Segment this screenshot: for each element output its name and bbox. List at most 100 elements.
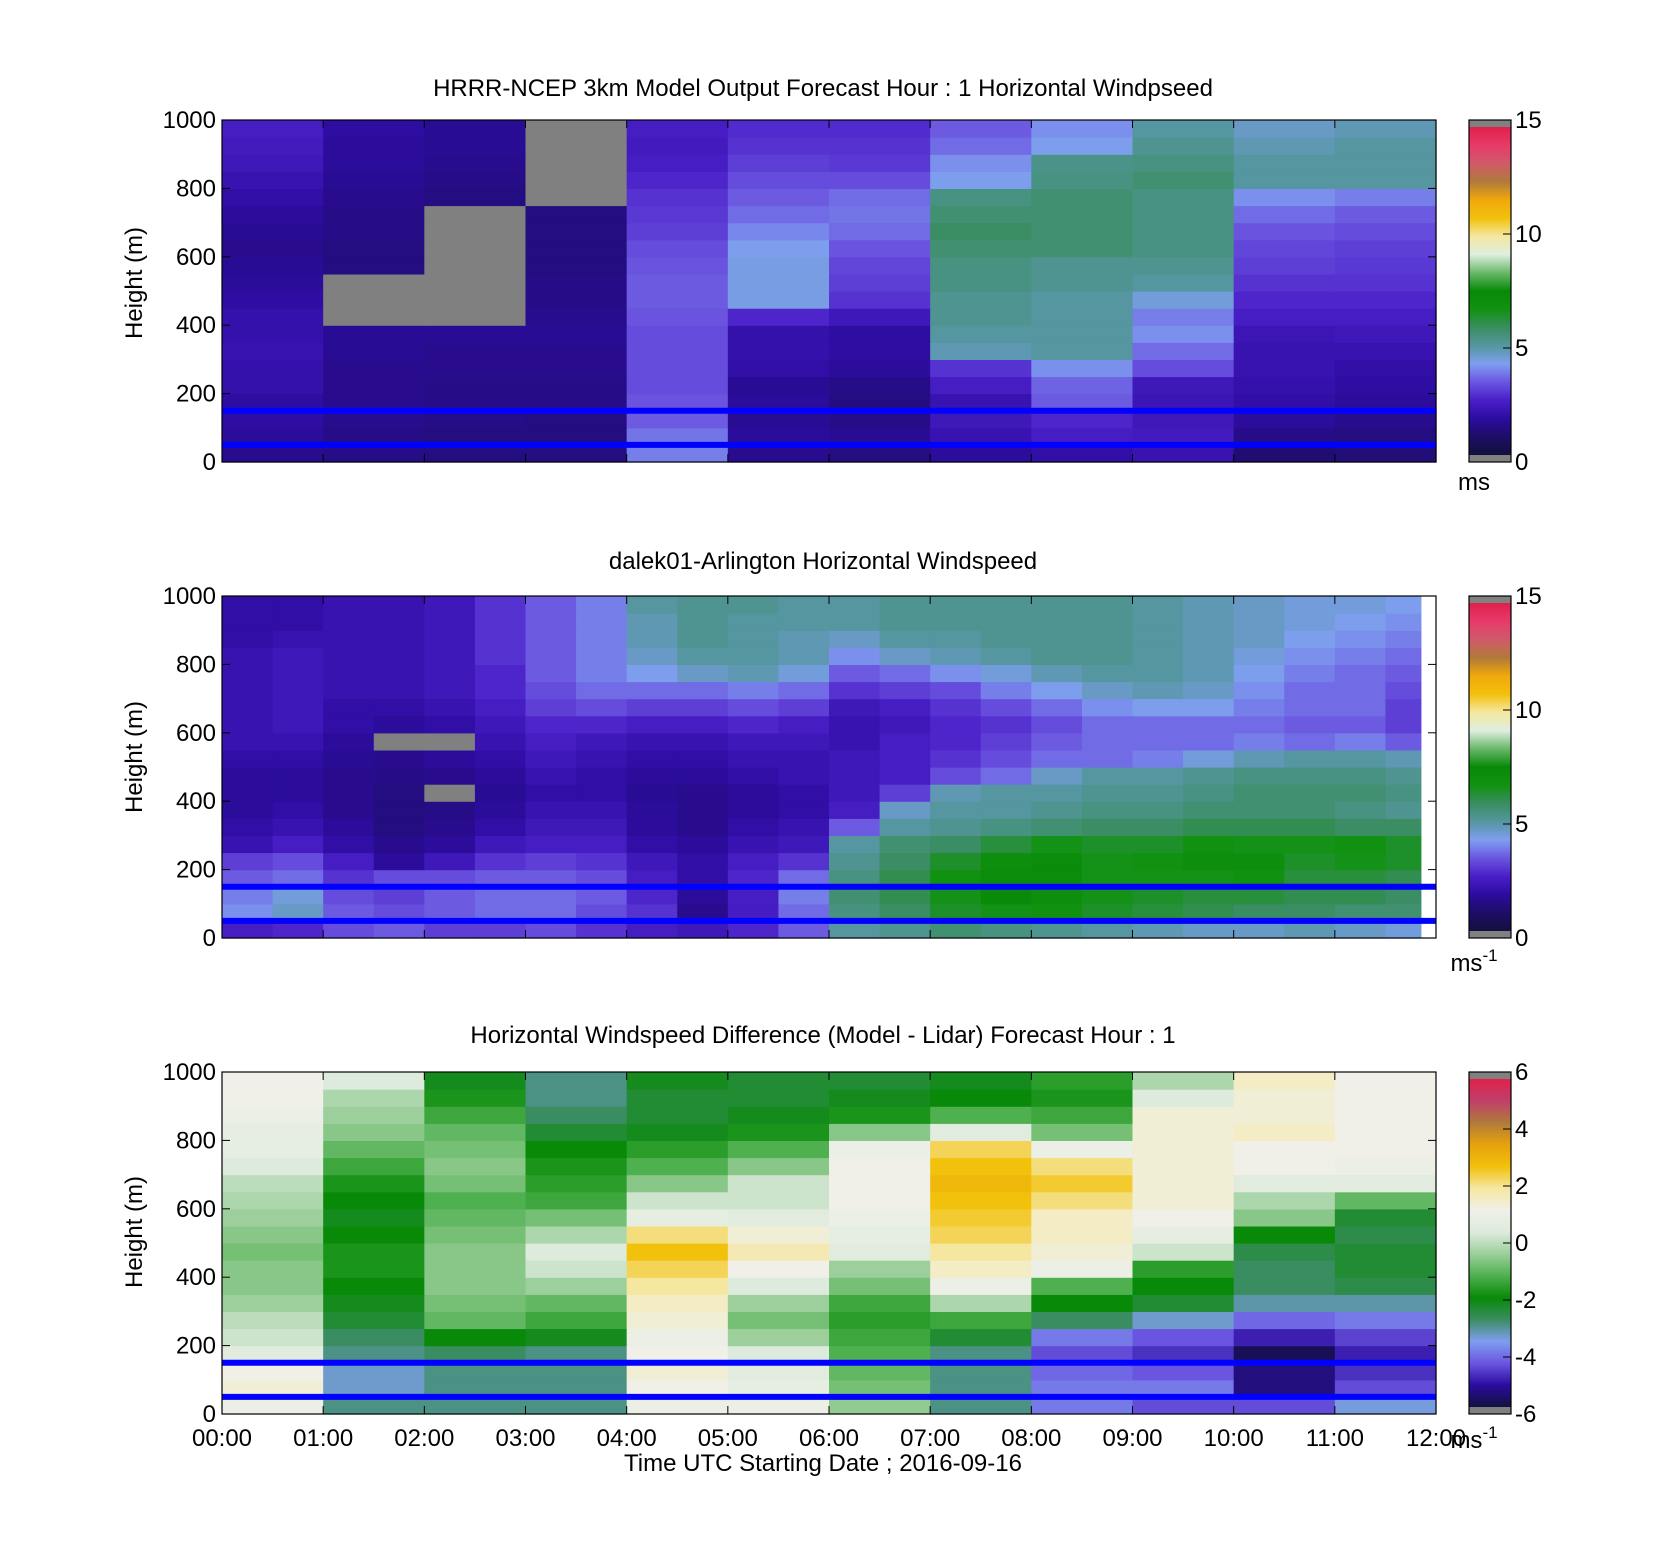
heatmap-cell [727, 1225, 830, 1244]
heatmap-cell [525, 613, 577, 631]
heatmap-cell [1031, 325, 1134, 343]
y-tick-label: 200 [176, 1333, 216, 1360]
heatmap-cell [525, 852, 577, 871]
heatmap-cell [930, 120, 1032, 138]
heatmap-cell [1385, 698, 1422, 717]
y-tick-label: 600 [176, 244, 216, 271]
heatmap-cell [525, 647, 577, 665]
heatmap-cell [1183, 647, 1235, 665]
heatmap-cell [222, 920, 274, 939]
heatmap-cell [222, 1328, 324, 1347]
heatmap-cell [829, 273, 931, 292]
heatmap-cell [424, 1328, 527, 1347]
heatmap-cell [1031, 1294, 1134, 1312]
heatmap-cell [626, 120, 729, 138]
heatmap-cell [1031, 256, 1134, 275]
heatmap-cell [1334, 342, 1437, 360]
heatmap-cell [778, 630, 830, 648]
heatmap-cell [626, 698, 678, 717]
heatmap-cell [424, 596, 476, 614]
heatmap-cell [1031, 1311, 1134, 1330]
heatmap-cell [626, 393, 729, 412]
heatmap-cell [1031, 120, 1134, 138]
heatmap-cell [576, 869, 628, 888]
heatmap-cell [323, 835, 375, 854]
heatmap-cell [930, 1294, 1032, 1312]
heatmap-cell [1132, 715, 1184, 734]
heatmap-cell [222, 698, 274, 717]
heatmap-cell [222, 1277, 324, 1295]
heatmap-cell [727, 903, 780, 922]
heatmap-cell [525, 1123, 628, 1141]
heatmap-cells [222, 1072, 1437, 1415]
heatmap-cell [829, 1208, 931, 1227]
heatmap-cell [323, 427, 425, 446]
heatmap-cell [474, 664, 527, 683]
heatmap-cell [373, 715, 425, 734]
heatmap-cell [879, 613, 931, 631]
heatmap-cell [1233, 205, 1336, 224]
heatmap-cell [930, 749, 982, 768]
heatmap-cell [323, 273, 425, 292]
heatmap-cell [525, 308, 628, 326]
chart-title: HRRR-NCEP 3km Model Output Forecast Hour… [433, 75, 1213, 102]
heatmap-cell [879, 903, 931, 922]
heatmap-cell [727, 1294, 830, 1312]
heatmap-cell [626, 596, 678, 614]
heatmap-cell [525, 1345, 628, 1364]
heatmap-cell [1081, 664, 1134, 683]
heatmap-cell [677, 596, 729, 614]
heatmap-cell [525, 393, 628, 412]
heatmap-cell [930, 647, 982, 665]
heatmap-cell [930, 393, 1032, 412]
heatmap-cell [1132, 273, 1235, 292]
heatmap-cell [626, 205, 729, 224]
heatmap-cell [980, 801, 1032, 819]
heatmap-cell [626, 1243, 729, 1261]
heatmap-cell [222, 1243, 324, 1261]
heatmap-cell [1233, 444, 1336, 463]
colorbar-tick-label: 0 [1515, 1230, 1528, 1257]
heatmap-cell [525, 1311, 628, 1330]
heatmap-cell [727, 698, 780, 717]
heatmap-cell [424, 818, 476, 836]
heatmap-cell [829, 920, 881, 939]
heatmap-cell [222, 630, 274, 648]
heatmap-cell [1233, 359, 1336, 378]
heatmap-cell [1132, 1208, 1235, 1227]
heatmap-cell [1031, 818, 1083, 836]
heatmap-cell [323, 1208, 425, 1227]
heatmap-cell [576, 732, 628, 751]
heatmap-cell [1233, 1089, 1336, 1107]
heatmap-cell [1031, 427, 1134, 446]
heatmap-cell [272, 767, 324, 785]
heatmap-cell [727, 1243, 830, 1261]
heatmap-cell [829, 1140, 931, 1159]
heatmap-cell [1031, 1225, 1134, 1244]
heatmap-cell [424, 801, 476, 819]
heatmap-cell [1385, 732, 1422, 751]
heatmap-cell [424, 1260, 527, 1278]
heatmap-cell [474, 869, 527, 888]
heatmap-cell [1132, 732, 1184, 751]
heatmap-cell [1334, 222, 1437, 241]
heatmap-cell [373, 801, 425, 819]
heatmap-cell [1233, 869, 1285, 888]
heatmap-cell [1233, 749, 1285, 768]
heatmap-cell [1233, 1191, 1336, 1210]
heatmap-cell [829, 1225, 931, 1244]
y-tick-label: 1000 [163, 583, 216, 610]
heatmap-cell [626, 1208, 729, 1227]
heatmap-cell [626, 256, 729, 275]
heatmap-cell [930, 869, 982, 888]
heatmap-cell [222, 1362, 324, 1381]
heatmap-cell [829, 342, 931, 360]
heatmap-cell [829, 291, 931, 309]
heatmap-cell [778, 801, 830, 819]
heatmap-cell [525, 137, 628, 155]
heatmap-cell [424, 630, 476, 648]
heatmap-cell [576, 886, 628, 905]
heatmap-cell [1031, 444, 1134, 463]
heatmap-cell [727, 852, 780, 871]
heatmap-cell [930, 596, 982, 614]
